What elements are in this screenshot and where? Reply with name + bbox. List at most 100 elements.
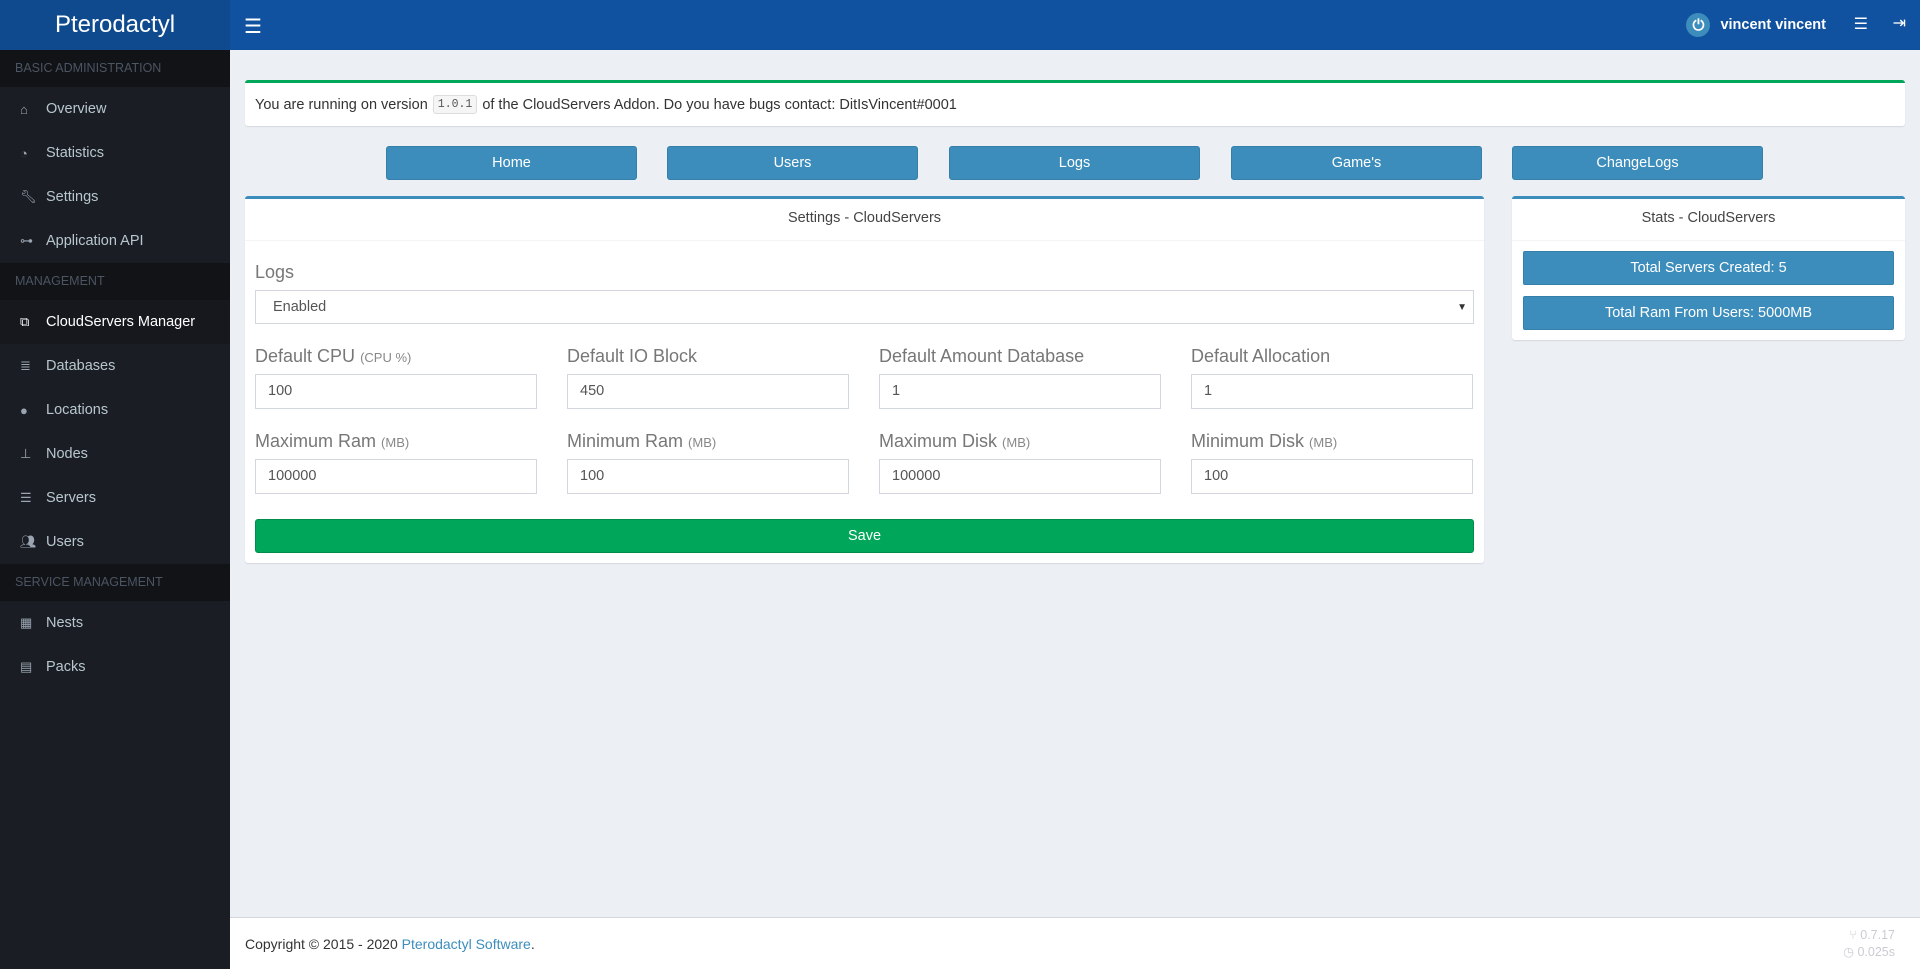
panel-version: 0.7.17 — [1860, 928, 1895, 942]
logs-label: Logs — [255, 262, 295, 282]
maximum-ram-input[interactable]: 100000 — [255, 459, 537, 494]
server-list-icon[interactable]: ☰ — [1853, 16, 1868, 33]
sidebar-item-overview[interactable]: ⌂ Overview — [0, 87, 230, 131]
database-icon: ≣ — [20, 358, 31, 373]
field-label-text: Default IO Block — [567, 346, 698, 366]
field-label-text: Default Amount Database — [879, 346, 1085, 366]
server-icon: ☰ — [20, 490, 32, 505]
version-info: ⑂ 0.7.17 ◷ 0.025s — [1843, 927, 1895, 961]
nav-button-changelogs[interactable]: ChangeLogs — [1512, 146, 1763, 180]
field-unit: (MB) — [381, 435, 410, 450]
field-label: Maximum Ram (MB) — [255, 431, 409, 452]
copyright-period: . — [530, 936, 535, 952]
sidebar-item-packs[interactable]: ▤ Packs — [0, 645, 230, 689]
minimum-disk-input[interactable]: 100 — [1191, 459, 1473, 494]
field-label-text: Default Allocation — [1191, 346, 1331, 366]
notice-text-suffix: of the CloudServers Addon. Do you have b… — [482, 96, 957, 113]
minimum-ram-input[interactable]: 100 — [567, 459, 849, 494]
field-unit: (MB) — [688, 435, 717, 450]
logs-select[interactable]: Enabled ▼ — [255, 290, 1474, 324]
sidebar-section-header: SERVICE MANAGEMENT — [0, 564, 230, 601]
field-label: Default Amount Database — [879, 346, 1084, 367]
nav-button-users[interactable]: Users — [667, 146, 918, 180]
save-button[interactable]: Save — [255, 519, 1474, 553]
sidebar-item-label: Statistics — [46, 145, 105, 161]
render-time: 0.025s — [1857, 945, 1895, 959]
stats-panel: Stats - CloudServers Total Servers Creat… — [1512, 196, 1905, 340]
logout-icon[interactable]: ⇥ — [1892, 15, 1906, 32]
logs-select-value: Enabled — [273, 299, 327, 315]
sidebar-item-nodes[interactable]: ⊥ Nodes — [0, 432, 230, 476]
top-navbar — [0, 0, 1920, 50]
sidebar-item-servers[interactable]: ☰ Servers — [0, 476, 230, 520]
sidebar-item-label: Nodes — [46, 446, 88, 462]
th-large-icon: ▦ — [20, 615, 33, 630]
pterodactyl-link[interactable]: Pterodactyl Software — [401, 936, 531, 952]
sidebar-item-label: Application API — [46, 233, 144, 249]
home-icon: ⌂ — [20, 101, 28, 117]
sidebar-item-locations[interactable]: ● Locations — [0, 388, 230, 432]
settings-panel: Settings - CloudServers Logs Enabled ▼ D… — [245, 196, 1484, 563]
field-label-text: Minimum Disk — [1191, 431, 1305, 451]
sidebar-item-label: Users — [46, 534, 84, 550]
sidebar-item-users[interactable]: 👥︎ Users — [0, 520, 230, 564]
field-label: Default Allocation — [1191, 346, 1330, 367]
clock-icon: ◷ — [1843, 945, 1854, 959]
default-cpu-input[interactable]: 100 — [255, 374, 537, 409]
default-amount-database-input[interactable]: 1 — [879, 374, 1161, 409]
version-notice: You are running on version 1.0.1 of the … — [245, 80, 1905, 126]
total-ram-button[interactable]: Total Ram From Users: 5000MB — [1523, 296, 1894, 330]
sidebar-item-label: Nests — [46, 615, 84, 631]
user-name: vincent vincent — [1720, 17, 1826, 33]
chevron-down-icon: ▼ — [1457, 302, 1467, 313]
sitemap-icon: ⊥ — [20, 446, 32, 461]
field-label-text: Maximum Ram — [255, 431, 377, 451]
users-icon: 👥︎ — [20, 534, 37, 549]
wrench-icon: 🔧︎ — [20, 189, 37, 204]
notice-text: You are running on version — [255, 96, 428, 113]
sidebar-item-label: Packs — [46, 659, 86, 675]
default-io-block-input[interactable]: 450 — [567, 374, 849, 409]
code-fork-icon: ⑂ — [1849, 928, 1857, 942]
panel-title: Settings - CloudServers — [245, 199, 1484, 241]
field-unit: (CPU %) — [360, 350, 412, 365]
sidebar-item-label: Databases — [46, 358, 116, 374]
sidebar-section-header: MANAGEMENT — [0, 263, 230, 300]
footer: Copyright © 2015 - 2020 Pterodactyl Soft… — [230, 917, 1920, 969]
gamepad-icon: ⊶ — [20, 233, 33, 248]
copyright-text: Copyright © 2015 - 2020 — [245, 936, 398, 952]
sidebar-item-application-api[interactable]: ⊶ Application API — [0, 219, 230, 263]
field-label-text: Minimum Ram — [567, 431, 684, 451]
nav-button-home[interactable]: Home — [386, 146, 637, 180]
sidebar-item-label: Servers — [46, 490, 96, 506]
field-label: Default CPU (CPU %) — [255, 346, 411, 367]
sidebar-item-nests[interactable]: ▦ Nests — [0, 601, 230, 645]
nav-button-games[interactable]: Game's — [1231, 146, 1482, 180]
sidebar-item-label: Overview — [46, 101, 107, 117]
archive-icon: ▤ — [20, 659, 33, 674]
maximum-disk-input[interactable]: 100000 — [879, 459, 1161, 494]
panel-title: Stats - CloudServers — [1512, 199, 1905, 241]
nav-button-logs[interactable]: Logs — [949, 146, 1200, 180]
sidebar-item-databases[interactable]: ≣ Databases — [0, 344, 230, 388]
menu-toggle-icon[interactable]: ☰ — [244, 16, 262, 38]
total-servers-button[interactable]: Total Servers Created: 5 — [1523, 251, 1894, 285]
user-avatar-icon: ⏻ — [1686, 13, 1711, 37]
field-label: Maximum Disk (MB) — [879, 431, 1030, 452]
field-label: Default IO Block — [567, 346, 697, 367]
field-unit: (MB) — [1309, 435, 1338, 450]
user-menu[interactable]: ⏻ vincent vincent — [1686, 0, 1826, 50]
sidebar-item-label: Settings — [46, 189, 99, 205]
default-allocation-input[interactable]: 1 — [1191, 374, 1473, 409]
sidebar-item-label: CloudServers Manager — [46, 314, 196, 330]
app-logo[interactable]: Pterodactyl — [0, 0, 230, 50]
sidebar-section-header: BASIC ADMINISTRATION — [0, 50, 230, 87]
field-label: Minimum Disk (MB) — [1191, 431, 1337, 452]
copyright: Copyright © 2015 - 2020 Pterodactyl Soft… — [245, 936, 535, 952]
dashboard-icon: ◔ — [20, 145, 28, 161]
sidebar-item-cloudservers-manager[interactable]: ⧉ CloudServers Manager — [0, 300, 230, 344]
clone-icon: ⧉ — [20, 314, 30, 329]
sidebar-item-statistics[interactable]: ◔ Statistics — [0, 131, 230, 175]
sidebar-item-label: Locations — [46, 402, 109, 418]
sidebar-item-settings[interactable]: 🔧︎ Settings — [0, 175, 230, 219]
